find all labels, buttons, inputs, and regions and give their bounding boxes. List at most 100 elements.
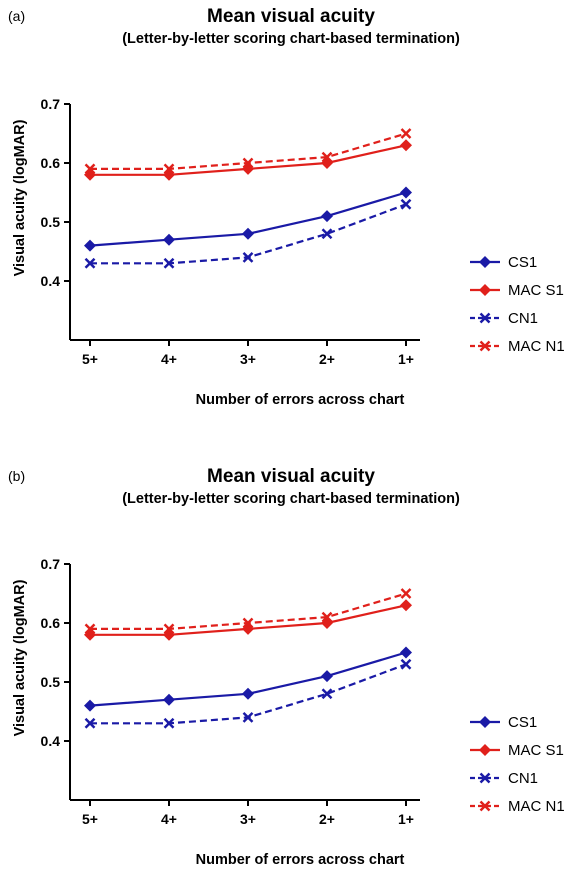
legend-label: MAC N1 xyxy=(508,798,565,815)
data-point xyxy=(163,257,175,269)
x-tick-label: 2+ xyxy=(319,811,335,827)
chart-panel-b: (b) Mean visual acuity (Letter-by-letter… xyxy=(0,460,582,890)
legend: CS1 MAC S1 CN1 MAC N1 xyxy=(468,710,578,822)
legend-label: MAC N1 xyxy=(508,338,565,355)
data-point xyxy=(163,628,175,641)
legend-swatch xyxy=(470,772,500,784)
chart-subtitle: (Letter-by-letter scoring chart-based te… xyxy=(122,491,460,507)
series-cn1 xyxy=(84,658,412,729)
x-tick-label: 3+ xyxy=(240,811,256,827)
data-point xyxy=(400,128,412,139)
chart-title: Mean visual acuity xyxy=(207,6,375,27)
data-point xyxy=(321,611,333,623)
legend-marker xyxy=(479,744,491,756)
data-point xyxy=(163,693,175,706)
legend-item: MAC S1 xyxy=(468,278,578,306)
y-tick-label: 0.4 xyxy=(41,273,61,289)
legend-marker xyxy=(479,256,491,268)
data-point xyxy=(84,699,96,712)
x-tick-label: 2+ xyxy=(319,351,335,367)
legend-label: MAC S1 xyxy=(508,742,564,759)
legend-swatch xyxy=(470,340,500,352)
plot-area: 0.4 0.5 0.6 0.7 5+ 4+ 3+ 2+ 1+ xyxy=(41,556,420,827)
legend-marker xyxy=(479,772,491,784)
legend-swatch xyxy=(470,312,500,324)
legend-item: MAC S1 xyxy=(468,738,578,766)
data-point xyxy=(242,687,254,700)
legend-item: CN1 xyxy=(468,306,578,334)
data-point xyxy=(163,717,175,729)
panel-letter: (b) xyxy=(8,468,26,484)
legend-swatch xyxy=(470,256,500,268)
x-tick-label: 4+ xyxy=(161,811,177,827)
legend-marker xyxy=(479,284,491,296)
y-tick-label: 0.7 xyxy=(41,96,61,112)
data-point xyxy=(84,717,96,729)
series-cs1 xyxy=(84,646,412,712)
legend-marker xyxy=(479,716,491,728)
data-point xyxy=(321,210,333,223)
data-point xyxy=(321,670,333,683)
data-point xyxy=(400,658,412,670)
data-point xyxy=(400,588,412,599)
data-point xyxy=(242,252,254,263)
data-point xyxy=(400,198,412,210)
data-point xyxy=(163,233,175,246)
y-tick-label: 0.6 xyxy=(41,615,61,631)
data-point xyxy=(321,688,333,700)
legend-item: MAC N1 xyxy=(468,334,578,362)
legend-label: CS1 xyxy=(508,254,538,271)
series-mac-n1 xyxy=(84,588,412,635)
x-tick-label: 5+ xyxy=(82,351,98,367)
data-point xyxy=(84,239,96,252)
data-point xyxy=(242,227,254,240)
data-point xyxy=(242,157,254,169)
data-point xyxy=(242,617,254,629)
legend-item: CS1 xyxy=(468,250,578,278)
panel-letter: (a) xyxy=(8,8,26,24)
data-point xyxy=(321,151,333,163)
legend-swatch xyxy=(470,800,500,812)
y-tick-label: 0.4 xyxy=(41,733,61,749)
legend-item: CS1 xyxy=(468,710,578,738)
x-tick-label: 1+ xyxy=(398,351,414,367)
legend-label: CN1 xyxy=(508,770,539,787)
data-point xyxy=(321,228,333,240)
data-point xyxy=(84,163,96,175)
series-mac-n1 xyxy=(84,128,412,175)
legend-swatch xyxy=(470,744,500,756)
legend-item: CN1 xyxy=(468,766,578,794)
legend-label: CS1 xyxy=(508,714,538,731)
legend-item: MAC N1 xyxy=(468,794,578,822)
y-tick-label: 0.7 xyxy=(41,556,61,572)
chart-panel-a: (a) Mean visual acuity (Letter-by-letter… xyxy=(0,0,582,430)
x-tick-label: 5+ xyxy=(82,811,98,827)
legend-label: MAC S1 xyxy=(508,282,564,299)
data-point xyxy=(84,628,96,641)
legend-marker xyxy=(479,800,491,812)
chart-title: Mean visual acuity xyxy=(207,466,375,487)
data-point xyxy=(400,599,412,612)
x-tick-label: 3+ xyxy=(240,351,256,367)
legend: CS1 MAC S1 CN1 MAC N1 xyxy=(468,250,578,362)
x-axis-label: Number of errors across chart xyxy=(195,392,405,408)
x-tick-label: 4+ xyxy=(161,351,177,367)
data-point xyxy=(242,712,254,723)
chart-subtitle: (Letter-by-letter scoring chart-based te… xyxy=(122,31,460,47)
legend-marker xyxy=(479,340,491,352)
data-point xyxy=(400,646,412,659)
data-point xyxy=(163,623,175,635)
legend-swatch xyxy=(470,716,500,728)
x-tick-label: 1+ xyxy=(398,811,414,827)
data-point xyxy=(84,623,96,635)
plot-area: 0.4 0.5 0.6 0.7 5+ 4+ 3+ 2+ 1+ xyxy=(41,96,420,367)
y-tick-label: 0.5 xyxy=(41,214,61,230)
y-tick-label: 0.5 xyxy=(41,674,61,690)
data-point xyxy=(400,186,412,199)
x-axis-label: Number of errors across chart xyxy=(195,852,405,868)
data-point xyxy=(163,163,175,175)
data-point xyxy=(84,257,96,269)
legend-marker xyxy=(479,312,491,324)
legend-swatch xyxy=(470,284,500,296)
series-cn1 xyxy=(84,198,412,269)
